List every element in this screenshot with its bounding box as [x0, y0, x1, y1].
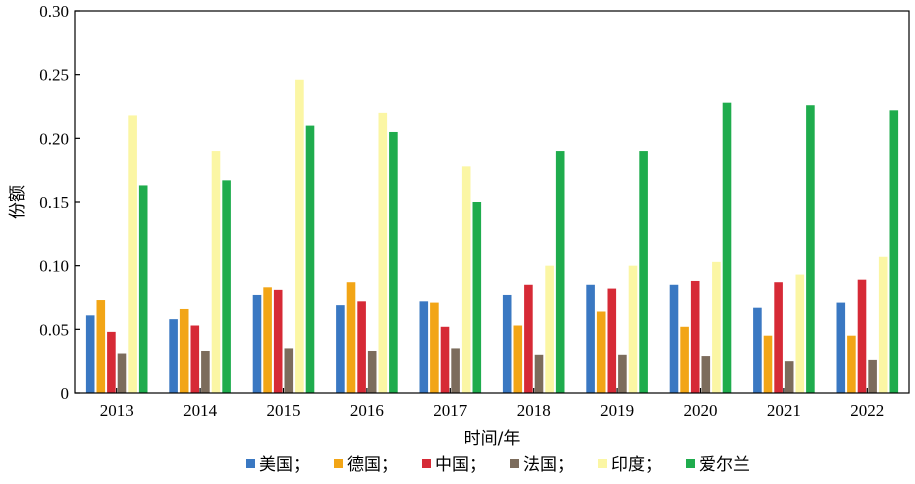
bar-2022-series-3	[868, 359, 877, 393]
bar-2019-series-2	[607, 288, 617, 393]
bar-2014-series-3	[201, 350, 210, 393]
bar-2020-series-3	[701, 356, 711, 393]
bar-2016-series-4	[378, 112, 388, 393]
x-axis-title: 时间/年	[464, 429, 521, 449]
bar-2017-series-5	[472, 202, 482, 393]
bar-2020-series-5	[722, 102, 732, 394]
legend-label: 法国；	[523, 455, 574, 475]
y-tick-label: 0.15	[39, 193, 69, 212]
bar-2021-series-4	[795, 274, 805, 393]
bar-2020-series-0	[669, 284, 679, 393]
legend-swatch	[598, 459, 607, 468]
bar-2016-series-2	[357, 301, 366, 393]
bar-2021-series-0	[753, 307, 762, 393]
plot-frame	[74, 10, 910, 394]
bar-2020-series-2	[690, 280, 700, 393]
x-tick-label: 2013	[100, 401, 134, 420]
bar-2021-series-2	[774, 282, 783, 393]
legend-label: 印度；	[611, 455, 662, 475]
bar-2021-series-3	[784, 361, 794, 393]
bar-2017-series-1	[430, 302, 439, 393]
y-tick-label: 0.20	[39, 129, 69, 148]
x-axis: 2013 2014 2015 2016 2017 2018 2019 2020 2021 2022	[100, 388, 884, 420]
bar-2015-series-4	[295, 79, 304, 393]
bar-2016-series-0	[336, 305, 345, 393]
bar-2017-series-3	[451, 348, 460, 393]
x-tick-label: 2014	[183, 401, 218, 420]
x-tick-label: 2022	[850, 401, 884, 420]
y-tick-label: 0.25	[39, 66, 69, 85]
x-tick-label: 2015	[267, 401, 301, 420]
bar-2021-series-5	[806, 105, 815, 393]
legend-label: 爱尔兰	[699, 455, 750, 475]
y-tick-label: 0	[61, 384, 70, 403]
y-axis-title: 份额	[8, 185, 28, 219]
bar-2014-series-1	[179, 308, 189, 393]
y-tick-label: 0.30	[39, 2, 69, 21]
bar-2019-series-4	[628, 265, 638, 393]
bar-2018-series-3	[534, 354, 544, 393]
bar-2022-series-5	[889, 110, 899, 393]
legend-swatch	[246, 459, 255, 468]
bar-2019-series-3	[618, 354, 627, 393]
x-tick-label: 2018	[517, 401, 551, 420]
bar-2018-series-5	[555, 151, 565, 393]
bar-2015-series-1	[263, 287, 272, 393]
bar-2018-series-2	[524, 284, 533, 393]
legend-swatch	[422, 459, 431, 468]
bar-2014-series-4	[211, 151, 221, 393]
legend-swatch	[686, 459, 695, 468]
bars-layer	[85, 79, 899, 394]
bar-2013-series-4	[128, 115, 137, 393]
x-tick-label: 2020	[684, 401, 718, 420]
x-tick-label: 2016	[350, 401, 384, 420]
bar-2019-series-5	[639, 151, 648, 393]
bar-2014-series-0	[169, 319, 178, 393]
bar-2013-series-3	[117, 353, 127, 393]
bar-2015-series-0	[252, 294, 262, 393]
bar-2021-series-1	[763, 335, 773, 393]
bar-2022-series-4	[878, 256, 888, 393]
bar-2022-series-1	[847, 335, 856, 393]
legend-swatch	[510, 459, 519, 468]
bar-2018-series-0	[502, 294, 512, 393]
bar-2013-series-5	[138, 185, 148, 393]
bar-2016-series-1	[346, 282, 356, 393]
legend: 美国； 德国； 中国； 法国； 印度； 爱尔兰	[246, 455, 750, 475]
bar-2017-series-0	[419, 301, 429, 393]
bar-2018-series-4	[545, 265, 554, 393]
bar-2017-series-4	[461, 166, 471, 393]
y-axis: 0 0.05 0.10 0.15 0.20 0.25 0.30	[39, 2, 80, 403]
legend-swatch	[334, 459, 343, 468]
bar-2014-series-2	[190, 325, 200, 393]
bar-2016-series-3	[367, 350, 377, 393]
bar-2019-series-1	[596, 311, 606, 393]
bar-2020-series-1	[680, 326, 689, 393]
legend-label: 德国；	[347, 455, 398, 475]
bar-2015-series-5	[305, 125, 315, 393]
bar-2022-series-0	[836, 302, 846, 393]
bar-2015-series-2	[273, 289, 283, 393]
x-tick-label: 2017	[433, 401, 468, 420]
bar-2019-series-0	[586, 284, 595, 393]
bar-2018-series-1	[513, 325, 523, 393]
y-tick-label: 0.10	[39, 257, 69, 276]
bar-2013-series-0	[85, 315, 95, 393]
bar-2013-series-2	[107, 331, 116, 393]
bar-2020-series-4	[712, 261, 721, 393]
bar-2022-series-2	[857, 279, 867, 393]
bar-2014-series-5	[222, 180, 231, 393]
bar-2015-series-3	[284, 348, 294, 393]
x-tick-label: 2021	[767, 401, 801, 420]
x-tick-label: 2019	[600, 401, 634, 420]
legend-label: 美国；	[259, 455, 310, 475]
legend-label: 中国；	[435, 455, 486, 475]
y-tick-label: 0.05	[39, 320, 69, 339]
bar-2017-series-2	[440, 326, 450, 393]
bar-2016-series-5	[389, 131, 398, 393]
bar-2013-series-1	[96, 300, 106, 393]
